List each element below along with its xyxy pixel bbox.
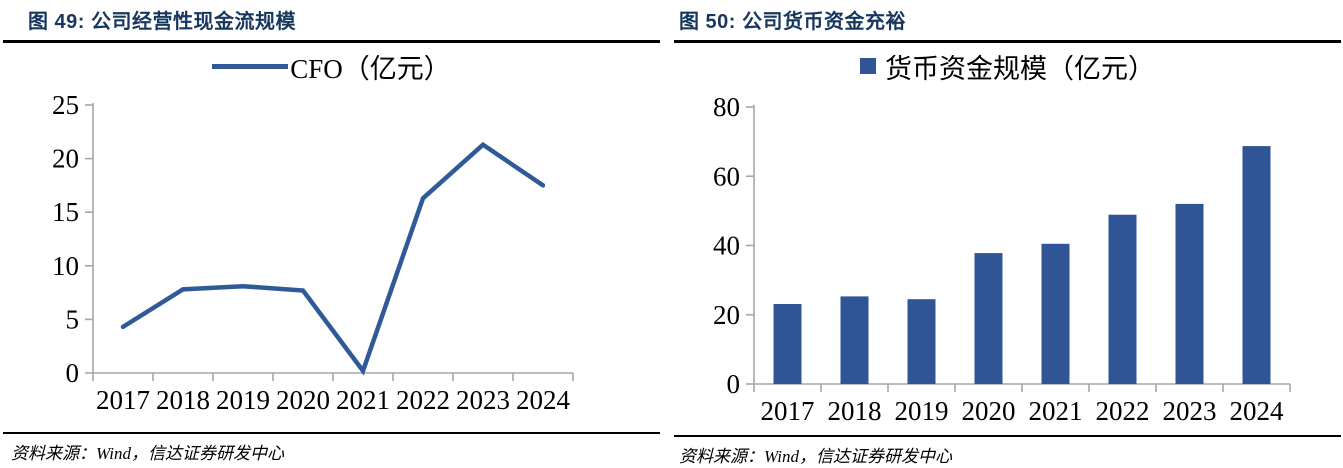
figure-49: 图 49: 公司经营性现金流规模 CFO（亿元） 0 5 10 15 20 25 2017 2…: [3, 2, 660, 467]
figure-49-caption: 图 49: 公司经营性现金流规模: [3, 2, 660, 43]
figure-50: 图 50: 公司货币资金充裕 货币资金规模（亿元） 0 20 40 60 80 2017 2…: [674, 2, 1341, 467]
figure-49-legend-label: CFO（亿元）: [290, 53, 451, 84]
svg-text:2022: 2022: [1096, 396, 1150, 424]
figure-50-caption: 图 50: 公司货币资金充裕: [674, 2, 1341, 43]
figure-49-legend: CFO（亿元）: [212, 47, 451, 86]
svg-text:0: 0: [727, 369, 741, 399]
svg-text:2023: 2023: [1163, 396, 1217, 424]
svg-text:2018: 2018: [156, 385, 210, 415]
svg-text:2018: 2018: [828, 396, 882, 424]
figure-50-source: 资料来源：Wind，信达证券研发中心: [674, 435, 1341, 467]
svg-text:2019: 2019: [216, 385, 270, 415]
cfo-line-chart: 0 5 10 15 20 25 2017 2018 2019 2020 2021 2022 2023 20…: [3, 89, 660, 426]
figure-50-legend-row: 货币资金规模（亿元）: [674, 43, 1341, 89]
svg-text:15: 15: [52, 197, 79, 227]
svg-text:2021: 2021: [1029, 396, 1083, 424]
figure-50-legend: 货币资金规模（亿元）: [860, 47, 1155, 86]
svg-text:20: 20: [713, 300, 740, 330]
svg-text:20: 20: [52, 144, 79, 174]
svg-text:2022: 2022: [396, 385, 450, 415]
figure-49-legend-row: CFO（亿元）: [3, 43, 660, 89]
svg-text:2020: 2020: [276, 385, 330, 415]
svg-text:80: 80: [713, 92, 740, 122]
svg-text:5: 5: [66, 304, 80, 334]
svg-text:2021: 2021: [336, 385, 390, 415]
svg-text:2024: 2024: [516, 385, 571, 415]
figure-49-source: 资料来源：Wind，信达证券研发中心: [3, 432, 660, 464]
svg-text:60: 60: [713, 161, 740, 191]
svg-text:2023: 2023: [456, 385, 510, 415]
svg-text:2019: 2019: [895, 396, 949, 424]
svg-text:2024: 2024: [1230, 396, 1285, 424]
svg-text:25: 25: [52, 90, 79, 120]
svg-text:40: 40: [713, 231, 740, 261]
svg-text:10: 10: [52, 251, 79, 281]
svg-text:2020: 2020: [962, 396, 1016, 424]
figure-50-legend-label: 货币资金规模（亿元）: [885, 53, 1155, 84]
svg-text:0: 0: [66, 358, 80, 388]
svg-text:2017: 2017: [96, 385, 150, 415]
legend-square-swatch-icon: [860, 58, 876, 74]
cash-bar-chart: 0 20 40 60 80 2017 2018 2019 2020 2021 2022 2023 202…: [674, 89, 1341, 429]
svg-text:2017: 2017: [761, 396, 815, 424]
legend-line-swatch-icon: [212, 63, 289, 69]
